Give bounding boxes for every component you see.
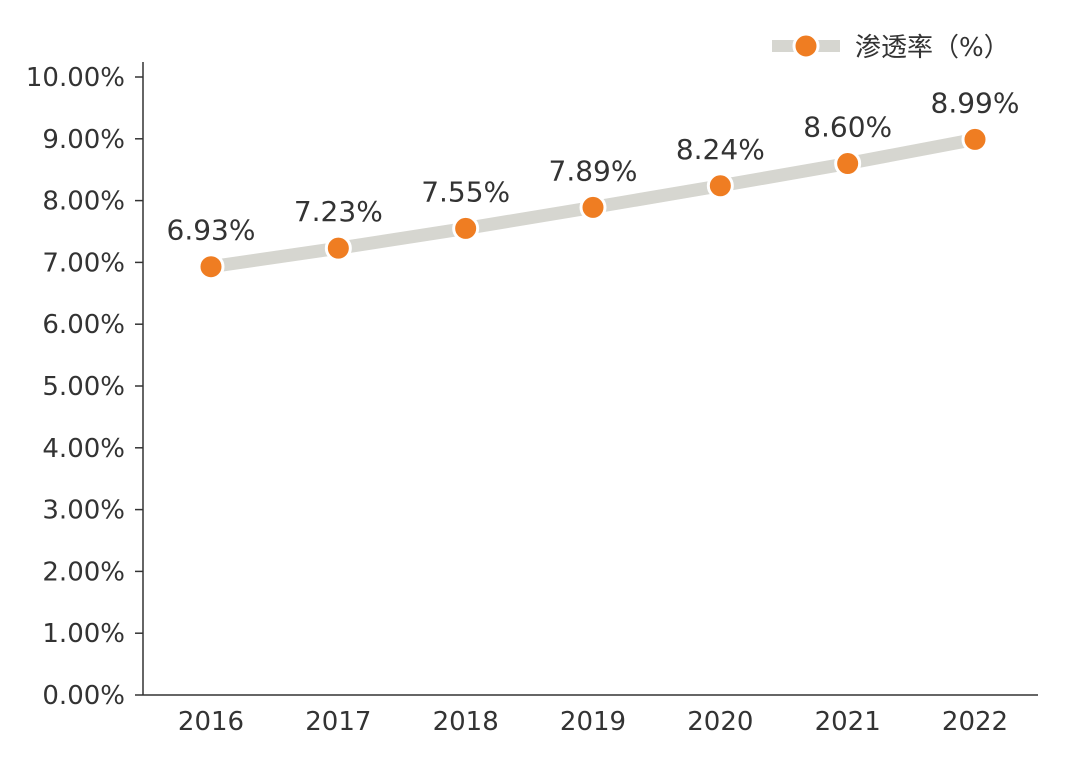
- y-tick-label: 9.00%: [42, 125, 125, 155]
- data-label: 8.60%: [803, 111, 892, 144]
- data-point: [834, 150, 862, 178]
- y-axis-ticks: 0.00% 1.00% 2.00% 3.00% 4.00% 5.00% 6.00% 7.00%…: [26, 63, 143, 711]
- y-tick-label: 7.00%: [42, 248, 125, 278]
- data-point: [452, 214, 480, 242]
- y-tick-label: 8.00%: [42, 187, 125, 217]
- x-axis-ticks: 2016 2017 2018 2019 2020 2021 2022: [178, 707, 1008, 737]
- y-tick-label: 4.00%: [42, 434, 125, 464]
- data-label: 7.89%: [549, 154, 638, 187]
- data-label: 7.23%: [294, 195, 383, 228]
- data-point: [197, 253, 225, 281]
- y-tick-label: 6.00%: [42, 310, 125, 340]
- axes: [142, 62, 1038, 696]
- x-tick-label: 2021: [815, 707, 881, 737]
- x-tick-label: 2016: [178, 707, 244, 737]
- data-labels: 6.93% 7.23% 7.55% 7.89% 8.24% 8.60% 8.99%: [167, 86, 1020, 246]
- y-tick-label: 1.00%: [42, 619, 125, 649]
- y-tick-label: 0.00%: [42, 681, 125, 711]
- legend-marker-swatch: [792, 32, 820, 60]
- data-point: [706, 172, 734, 200]
- data-label: 8.24%: [676, 133, 765, 166]
- data-point: [961, 125, 989, 153]
- x-tick-label: 2018: [433, 707, 499, 737]
- legend-label: 渗透率（%）: [855, 33, 1010, 63]
- data-point: [579, 193, 607, 221]
- y-tick-label: 5.00%: [42, 372, 125, 402]
- legend: 渗透率（%）: [772, 32, 1010, 63]
- data-label: 6.93%: [167, 214, 256, 247]
- data-point: [324, 234, 352, 262]
- x-tick-label: 2022: [942, 707, 1008, 737]
- data-label: 7.55%: [421, 175, 510, 208]
- x-tick-label: 2019: [560, 707, 626, 737]
- y-tick-label: 10.00%: [26, 63, 125, 93]
- y-tick-label: 3.00%: [42, 496, 125, 526]
- x-tick-label: 2020: [687, 707, 753, 737]
- series-points: [197, 125, 989, 281]
- x-tick-label: 2017: [305, 707, 371, 737]
- y-tick-label: 2.00%: [42, 557, 125, 587]
- data-label: 8.99%: [931, 86, 1020, 119]
